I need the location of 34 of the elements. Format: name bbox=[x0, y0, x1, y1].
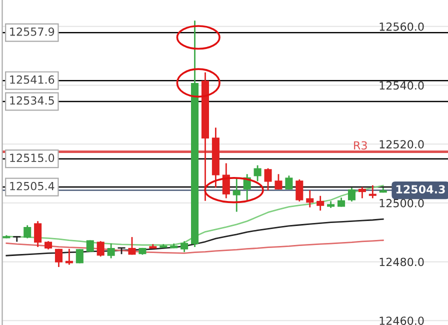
candlestick bbox=[264, 168, 272, 191]
y-tick-label: 12460.0 bbox=[380, 316, 424, 325]
ref-line-label: 12541.6 bbox=[10, 75, 54, 84]
candlestick bbox=[107, 242, 115, 259]
candlestick bbox=[296, 178, 304, 202]
candlestick bbox=[96, 240, 104, 258]
candlestick bbox=[358, 186, 366, 199]
y-tick-label: 12480.0 bbox=[380, 258, 424, 266]
candlestick bbox=[316, 195, 324, 212]
candlestick bbox=[348, 186, 356, 202]
candlestick bbox=[306, 190, 314, 208]
ref-line-label: R3 bbox=[354, 141, 367, 150]
candlestick bbox=[368, 184, 376, 199]
y-tick-label: 12560.0 bbox=[380, 22, 424, 31]
candlestick bbox=[338, 196, 346, 208]
y-tick-label: 12540.0 bbox=[380, 81, 424, 90]
candlestick bbox=[34, 220, 42, 248]
candlestick bbox=[180, 240, 188, 253]
candlestick bbox=[128, 236, 136, 256]
candlestick bbox=[274, 173, 282, 190]
candlestick bbox=[222, 162, 230, 199]
ref-line-label: 12515.0 bbox=[10, 154, 54, 162]
y-tick-label: 12500.0 bbox=[380, 198, 424, 208]
candlestick bbox=[76, 248, 84, 264]
ref-line-label: 12504.3 bbox=[396, 185, 445, 194]
candlestick bbox=[285, 174, 293, 190]
candlestick bbox=[54, 248, 63, 268]
ref-line-label: 12505.4 bbox=[10, 182, 54, 190]
ref-line-label: 12534.5 bbox=[10, 96, 54, 105]
candlestick bbox=[232, 178, 240, 212]
y-tick-label: 12520.0 bbox=[380, 140, 424, 148]
candlestick bbox=[24, 224, 32, 239]
ref-line-label: 12557.9 bbox=[10, 27, 54, 36]
candlestick bbox=[254, 164, 262, 182]
